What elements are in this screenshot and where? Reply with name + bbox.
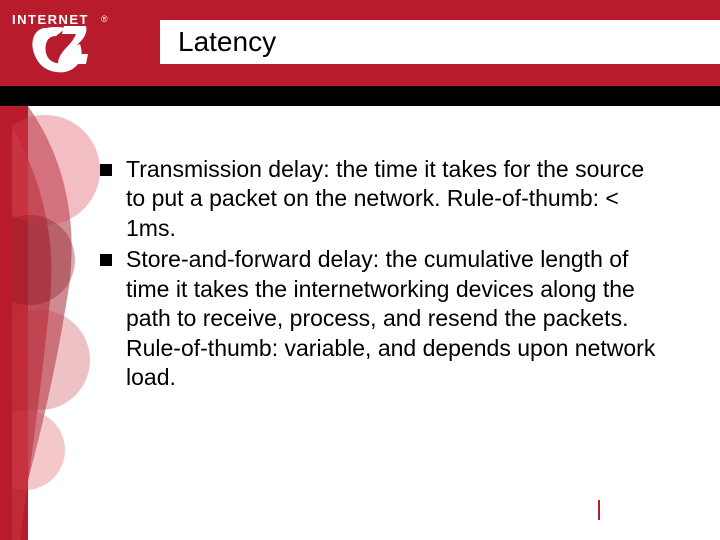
bullet-text: Transmission delay: the time it takes fo… (126, 155, 660, 243)
internet2-logo: INTERNET ® (8, 6, 128, 78)
divider-bar (0, 86, 720, 106)
footer-accent (598, 500, 600, 520)
bullet-marker-icon (100, 254, 112, 266)
bullet-item: Transmission delay: the time it takes fo… (100, 155, 660, 243)
bullet-item: Store-and-forward delay: the cumulative … (100, 245, 660, 392)
svg-text:INTERNET: INTERNET (12, 12, 89, 27)
bullet-text: Store-and-forward delay: the cumulative … (126, 245, 660, 392)
bullet-marker-icon (100, 164, 112, 176)
slide-title: Latency (178, 26, 276, 58)
svg-text:®: ® (101, 14, 108, 24)
content-area: Transmission delay: the time it takes fo… (100, 155, 660, 395)
